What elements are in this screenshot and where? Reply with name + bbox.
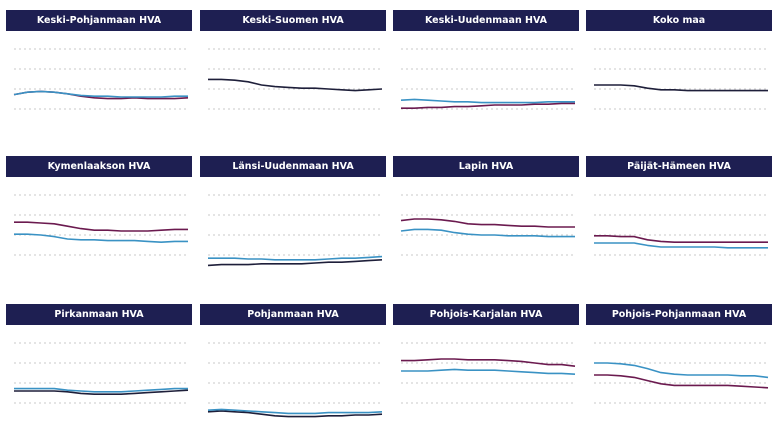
series-line-2	[14, 387, 188, 393]
chart-panel: Kymenlaakson HVA	[6, 156, 192, 296]
series-line-2	[207, 408, 383, 415]
chart-panel: Koko maa	[586, 10, 772, 150]
panel-title: Pohjois-Pohjanmaan HVA	[586, 304, 772, 325]
series-line-1	[594, 234, 768, 243]
chart-panel: Keski-Suomen HVA	[200, 10, 386, 150]
panel-plot	[14, 194, 188, 256]
panel-title: Pohjois-Karjalan HVA	[393, 304, 579, 325]
series-line-2	[208, 255, 383, 261]
series-line-1	[594, 84, 768, 92]
panel-title: Pohjanmaan HVA	[200, 304, 386, 325]
panel-plot	[14, 342, 189, 404]
panel-title: Keski-Pohjanmaan HVA	[6, 10, 192, 31]
panel-plot	[208, 48, 383, 110]
series-line-1	[400, 218, 575, 228]
panel-title: Länsi-Uudenmaan HVA	[200, 156, 386, 177]
series-line-1	[594, 362, 769, 379]
panel-plot	[401, 342, 576, 404]
series-line-2	[594, 242, 768, 249]
series-line-2	[401, 368, 576, 375]
chart-panel: Länsi-Uudenmaan HVA	[200, 156, 386, 296]
panel-title: Lapin HVA	[393, 156, 579, 177]
panel-plot	[400, 48, 575, 110]
series-line-1	[14, 389, 189, 395]
chart-panel: Keski-Pohjanmaan HVA	[6, 10, 192, 150]
panel-plot	[594, 48, 768, 110]
chart-panel: Lapin HVA	[393, 156, 579, 296]
panel-title: Kymenlaakson HVA	[6, 156, 192, 177]
panel-title: Koko maa	[586, 10, 772, 31]
panel-plot	[207, 194, 383, 267]
series-line-1	[208, 78, 383, 92]
panel-title: Päijät-Hämeen HVA	[586, 156, 772, 177]
chart-panel: Pirkanmaan HVA	[6, 304, 192, 444]
series-line-2	[400, 228, 575, 238]
series-line-1	[401, 102, 575, 109]
series-line-1	[207, 259, 383, 267]
panel-plot	[594, 342, 769, 404]
series-line-2	[14, 233, 188, 243]
small-multiples-grid: Keski-Pohjanmaan HVA Keski-Suomen HVA Kesk…	[6, 10, 772, 418]
series-line-2	[400, 98, 575, 104]
chart-panel: Keski-Uudenmaan HVA	[393, 10, 579, 150]
series-line-2	[594, 374, 769, 389]
chart-panel: Pohjanmaan HVA	[200, 304, 386, 444]
series-line-2	[13, 90, 188, 98]
series-line-1	[401, 358, 576, 367]
chart-panel: Pohjois-Karjalan HVA	[393, 304, 579, 444]
panel-title: Keski-Suomen HVA	[200, 10, 386, 31]
panel-plot	[594, 194, 768, 256]
panel-title: Pirkanmaan HVA	[6, 304, 192, 325]
chart-panel: Päijät-Hämeen HVA	[586, 156, 772, 296]
series-line-1	[14, 221, 188, 232]
panel-plot	[207, 342, 383, 418]
panel-plot	[400, 194, 575, 256]
chart-panel: Pohjois-Pohjanmaan HVA	[586, 304, 772, 444]
panel-plot	[13, 48, 189, 110]
panel-title: Keski-Uudenmaan HVA	[393, 10, 579, 31]
series-line-1	[207, 410, 383, 418]
